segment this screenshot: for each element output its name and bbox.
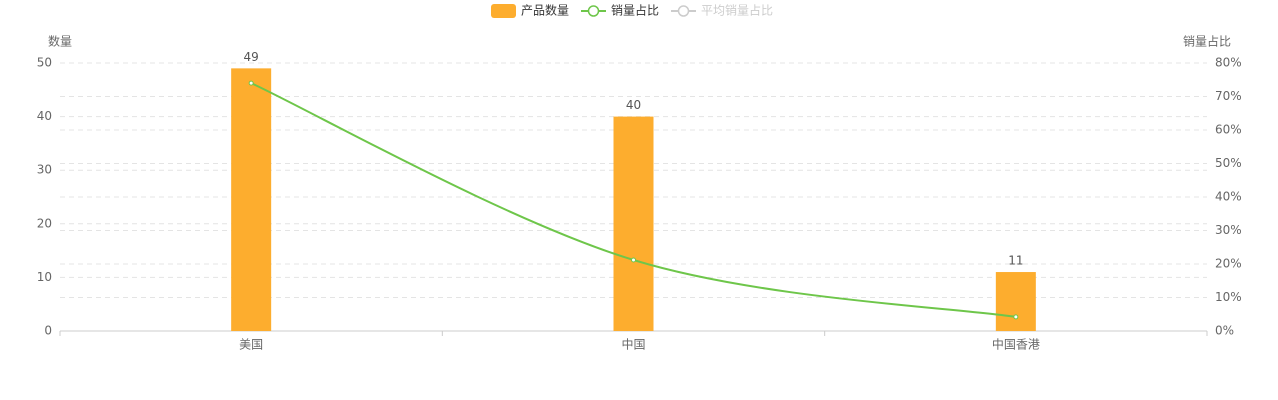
y2-tick-label: 50%	[1215, 156, 1242, 170]
point	[1013, 314, 1019, 320]
x-tick-label: 中国香港	[992, 337, 1040, 352]
y2-tick-label: 10%	[1215, 290, 1242, 304]
data-label: 11	[1008, 254, 1023, 268]
y2-axis-title: 销量占比	[1183, 34, 1231, 49]
y2-tick-label: 60%	[1215, 123, 1242, 137]
legend-label: 产品数量	[521, 3, 569, 18]
legend-item[interactable]: 平均销量占比	[671, 3, 773, 18]
legend-item[interactable]: 产品数量	[491, 3, 569, 19]
y-tick-label: 0	[44, 324, 52, 338]
x-tick-label: 美国	[239, 338, 263, 352]
legend-label: 销量占比	[611, 3, 659, 18]
point	[248, 80, 254, 86]
data-label: 40	[626, 98, 641, 112]
legend-swatch	[587, 5, 600, 17]
y-axis-title: 数量	[48, 34, 72, 49]
bar	[995, 272, 1036, 331]
bar	[613, 116, 654, 331]
legend-swatch	[677, 5, 690, 17]
point	[631, 257, 636, 263]
legend-item[interactable]: 销量占比	[581, 3, 659, 18]
y-tick-label: 40	[37, 109, 52, 123]
y2-tick-label: 80%	[1215, 56, 1242, 70]
y-tick-label: 10	[37, 270, 52, 284]
legend-label: 平均销量占比	[701, 3, 773, 18]
y2-tick-label: 20%	[1215, 257, 1242, 271]
y-tick-label: 20	[37, 216, 52, 230]
legend-swatch	[491, 4, 516, 18]
y2-tick-label: 30%	[1215, 223, 1242, 237]
y2-tick-label: 40%	[1215, 190, 1242, 204]
data-label: 49	[244, 50, 259, 64]
y-tick-label: 30	[37, 163, 52, 177]
x-tick-label: 中国	[621, 337, 645, 352]
y-tick-label: 50	[37, 56, 52, 70]
bar	[231, 68, 272, 332]
y2-tick-label: 0%	[1215, 324, 1234, 338]
y2-tick-label: 70%	[1215, 89, 1242, 103]
